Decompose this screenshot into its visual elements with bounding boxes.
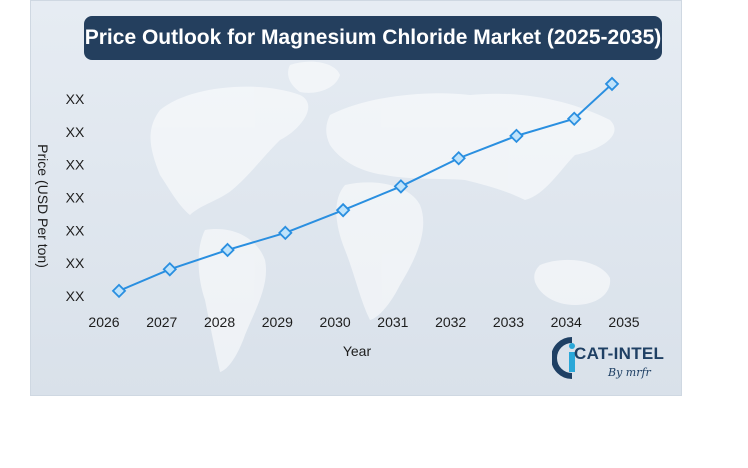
- y-axis-label: Price (USD Per ton): [35, 144, 51, 268]
- x-tick-labels: 2026 2027 2028 2029 2030 2031 2032 2033 2034 2035: [88, 314, 639, 330]
- series-line: [118, 83, 613, 292]
- x-tick-label: 2027: [146, 314, 177, 330]
- logo-text: CAT-INTEL: [574, 344, 665, 363]
- x-tick-label: 2034: [551, 314, 582, 330]
- data-point-2026: [111, 283, 127, 299]
- x-tick-label: 2028: [204, 314, 235, 330]
- logo-subtext: By mrfr: [608, 366, 651, 379]
- chart-title-banner: Price Outlook for Magnesium Chloride Mar…: [84, 16, 662, 60]
- data-point-2028: [220, 242, 235, 258]
- x-tick-label: 2026: [88, 314, 119, 330]
- data-point-2030: [335, 202, 351, 218]
- data-point-2027: [162, 262, 178, 277]
- y-tick-label: XX: [66, 255, 85, 271]
- x-tick-label: 2032: [435, 314, 466, 330]
- data-point-2035: [604, 76, 620, 92]
- x-axis-label: Year: [343, 343, 372, 359]
- data-point-2033: [509, 128, 524, 144]
- world-map-background: [150, 61, 615, 372]
- y-tick-labels: XX XX XX XX XX XX XX: [66, 91, 85, 304]
- cat-intel-logo: CAT-INTEL By mrfr: [552, 334, 672, 386]
- x-tick-label: 2030: [320, 314, 351, 330]
- y-tick-label: XX: [66, 288, 85, 304]
- x-tick-label: 2031: [377, 314, 408, 330]
- y-tick-label: XX: [66, 222, 85, 238]
- chart-title: Price Outlook for Magnesium Chloride Mar…: [84, 26, 662, 49]
- x-tick-label: 2035: [608, 314, 639, 330]
- y-tick-label: XX: [66, 157, 85, 173]
- x-tick-label: 2033: [493, 314, 524, 330]
- y-tick-label: XX: [66, 190, 85, 206]
- y-tick-label: XX: [66, 91, 85, 107]
- data-point-2031: [393, 179, 409, 194]
- series-price: [111, 76, 620, 299]
- x-tick-label: 2029: [262, 314, 293, 330]
- logo-mark-icon: [552, 337, 575, 379]
- data-point-2029: [278, 225, 293, 241]
- y-tick-label: XX: [66, 124, 85, 140]
- data-point-2034: [566, 111, 582, 127]
- data-point-2032: [451, 150, 466, 166]
